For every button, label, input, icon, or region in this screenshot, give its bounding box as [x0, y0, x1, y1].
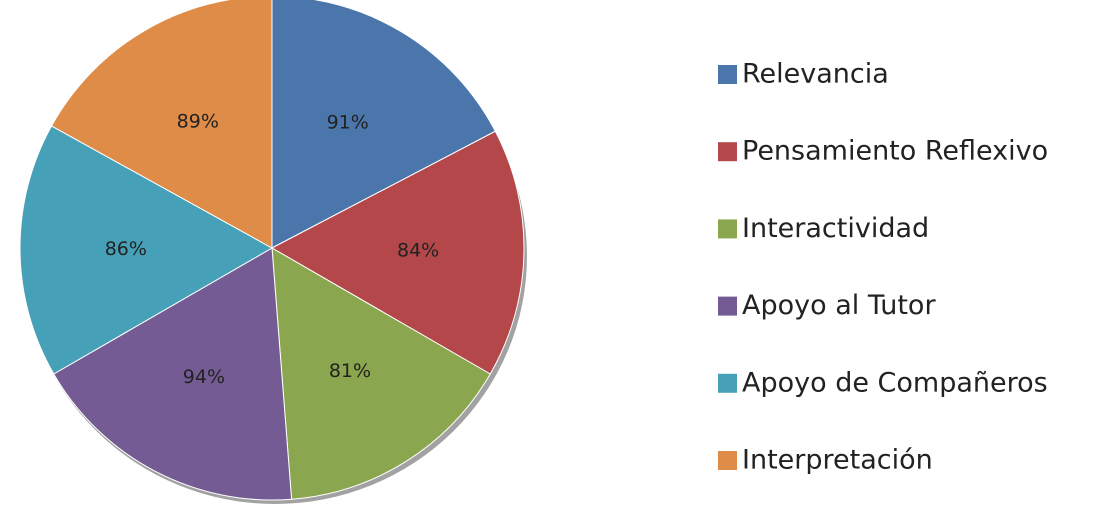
pie-slice: [270, 130, 525, 375]
data-label: 84%: [397, 240, 439, 262]
pie-slice: [271, 0, 496, 249]
legend-label: Interactividad: [742, 213, 929, 244]
legend-label: Apoyo al Tutor: [742, 290, 936, 321]
data-label: 94%: [183, 366, 225, 388]
pie-slice: [53, 247, 293, 501]
legend-label: Apoyo de Compañeros: [742, 367, 1048, 398]
pie-slice: [271, 247, 491, 500]
pie-slice: [50, 0, 273, 249]
legend-swatch: [718, 296, 737, 316]
data-label: 86%: [105, 238, 147, 260]
legend-swatch: [718, 219, 737, 239]
legend-label: Pensamiento Reflexivo: [742, 136, 1048, 167]
legend-swatch: [718, 142, 737, 162]
data-label: 91%: [327, 111, 369, 133]
legend-label: Interpretación: [742, 445, 933, 476]
pie-slice: [19, 125, 274, 375]
legend-swatch: [718, 451, 737, 470]
data-label: 89%: [177, 111, 219, 133]
legend-swatch: [718, 65, 737, 84]
legend-label: Relevancia: [742, 59, 889, 90]
legend-swatch: [718, 373, 737, 393]
data-label: 81%: [329, 360, 371, 382]
